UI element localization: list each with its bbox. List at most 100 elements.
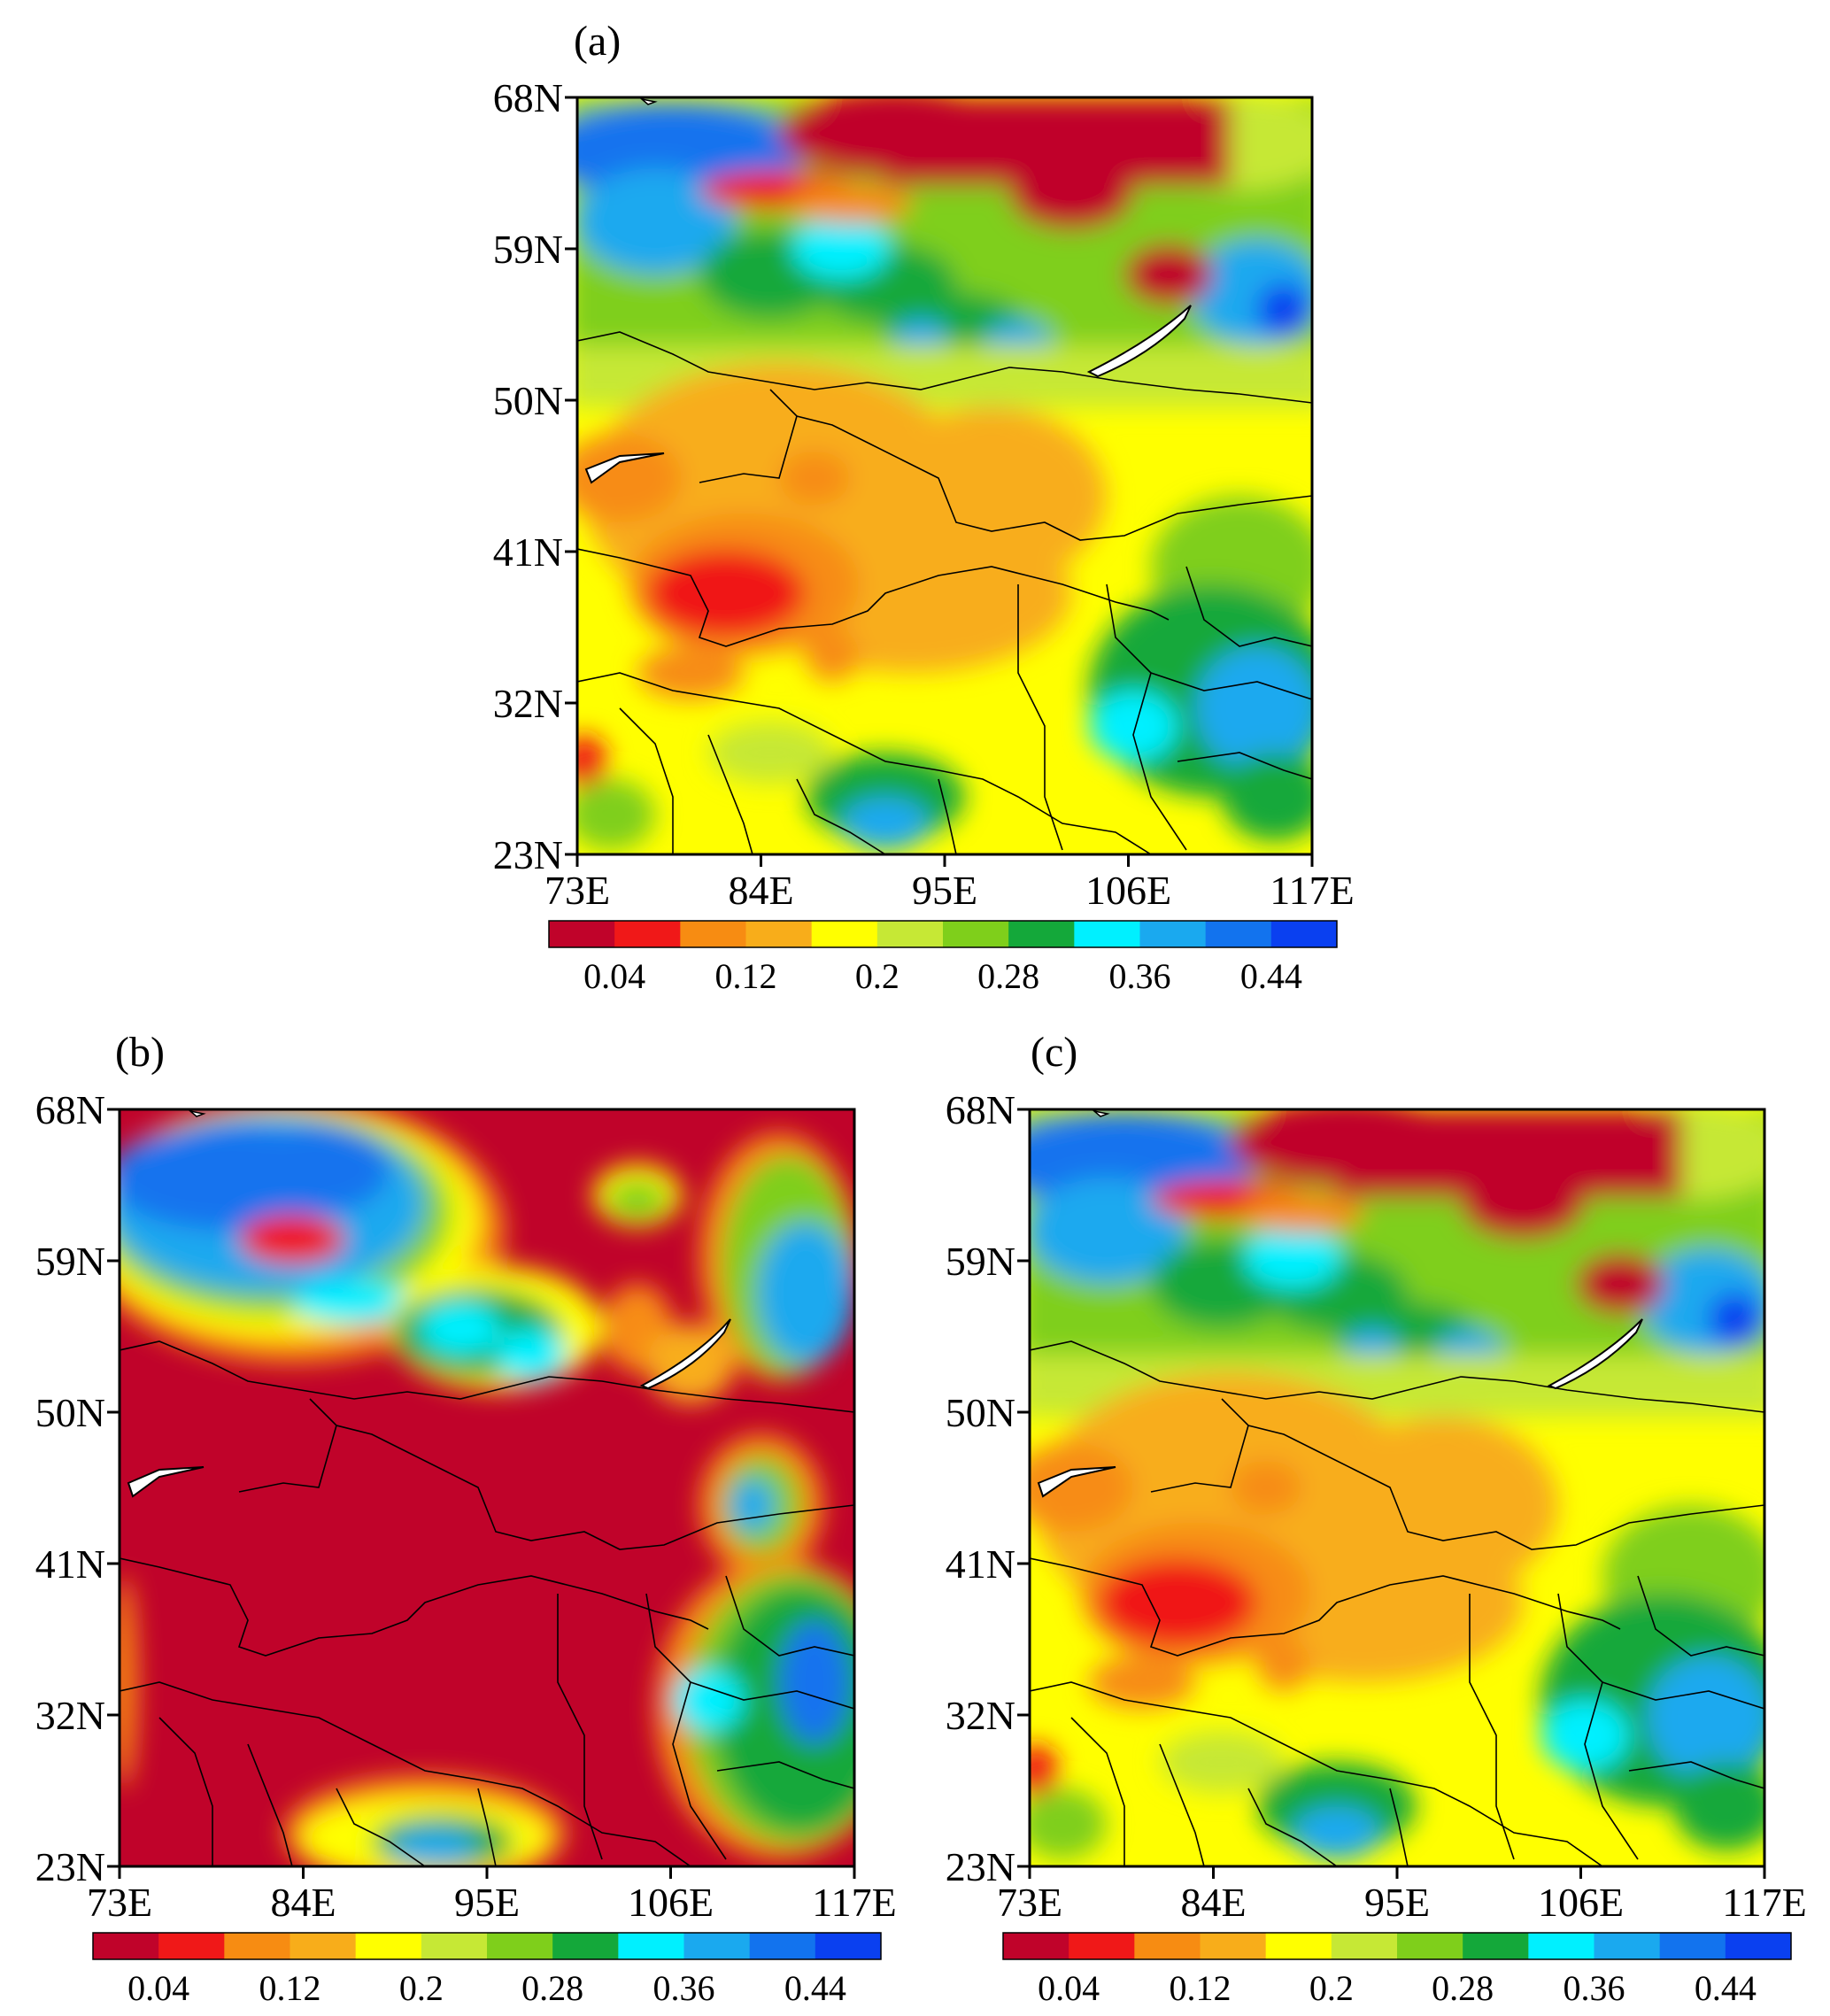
colorbar-swatch [1265, 1933, 1332, 1959]
x-tick-label: 84E [728, 868, 793, 913]
colorbar-swatch [876, 921, 944, 947]
borders [577, 331, 1312, 854]
colorbar-label: 0.44 [1240, 956, 1302, 996]
colorbar-label: 0.04 [127, 1968, 189, 2008]
panel-b-map [120, 1109, 854, 1866]
colorbar-swatch [815, 1933, 882, 1959]
colorbar-label: 0.04 [1038, 1968, 1100, 2008]
contour-field [577, 97, 1312, 850]
y-tick-label: 23N [493, 832, 563, 877]
x-tick-label: 95E [1364, 1880, 1430, 1925]
x-tick-label: 73E [997, 1880, 1062, 1925]
x-tick-label: 84E [270, 1880, 336, 1925]
colorbar-label: 0.36 [653, 1968, 715, 2008]
colorbar-swatch [224, 1933, 290, 1959]
colorbar-swatch [549, 921, 615, 947]
colorbar-label: 0.04 [583, 956, 645, 996]
y-tick-label: 59N [946, 1239, 1015, 1284]
y-tick-label: 32N [35, 1693, 105, 1738]
colorbar-swatch [1463, 1933, 1529, 1959]
y-tick-label: 32N [493, 681, 563, 726]
coastlines [127, 1109, 731, 1498]
colorbar-label: 0.28 [1432, 1968, 1494, 2008]
colorbar-label: 0.2 [399, 1968, 444, 2008]
x-tick-label: 95E [912, 868, 977, 913]
colorbar-swatch [1008, 921, 1075, 947]
colorbar-swatch [811, 921, 878, 947]
borders [120, 1340, 854, 1866]
colorbar-swatch [614, 921, 681, 947]
colorbar-swatch [683, 1933, 751, 1959]
x-tick-label: 117E [812, 1880, 896, 1925]
panel-c: (c) [946, 1029, 1807, 2008]
colorbar-swatch [1069, 1933, 1135, 1959]
x-tick-label: 73E [87, 1880, 152, 1925]
x-tick-label: 106E [628, 1880, 714, 1925]
colorbar-frame [548, 920, 1338, 948]
y-tick-label: 59N [35, 1239, 105, 1284]
y-tick-label: 50N [35, 1390, 105, 1435]
contour-field [120, 1109, 854, 1866]
y-tick-label: 68N [946, 1087, 1015, 1132]
colorbar-swatch [1397, 1933, 1463, 1959]
panel-b-colorbar: 0.04 0.12 0.2 0.28 0.36 0.44 [92, 1932, 882, 2008]
colorbar-frame [1002, 1932, 1792, 1960]
colorbar-swatch [1594, 1933, 1661, 1959]
colorbar-swatch [1074, 921, 1140, 947]
y-tick-label: 50N [946, 1390, 1015, 1435]
colorbar-swatch [1200, 1933, 1267, 1959]
panel-a-label: (a) [574, 18, 621, 65]
y-tick-label: 23N [35, 1844, 105, 1889]
colorbar-swatch [749, 1933, 816, 1959]
coastlines [1037, 1109, 1643, 1498]
y-tick-label: 68N [35, 1087, 105, 1132]
colorbar-swatch [1270, 921, 1338, 947]
x-tick-label: 84E [1180, 1880, 1246, 1925]
colorbar-swatch [618, 1933, 684, 1959]
colorbar-label: 0.12 [1170, 1968, 1232, 2008]
borders [1030, 1340, 1764, 1866]
x-tick-label: 95E [454, 1880, 520, 1925]
x-tick-label: 117E [1270, 868, 1354, 913]
y-tick-label: 32N [946, 1693, 1015, 1738]
panel-a-map [577, 97, 1312, 854]
y-tick-label: 68N [493, 75, 563, 120]
panel-b-label: (b) [115, 1029, 165, 1076]
colorbar-swatch [1331, 1933, 1398, 1959]
colorbar-swatch [943, 921, 1009, 947]
panel-a-colorbar: 0.04 0.12 0.2 0.28 0.36 0.44 [548, 920, 1338, 996]
colorbar-swatch [1205, 921, 1272, 947]
y-tick-label: 59N [493, 227, 563, 272]
x-tick-label: 106E [1085, 868, 1171, 913]
colorbar-swatch [421, 1933, 488, 1959]
colorbar-swatch [1139, 921, 1207, 947]
colorbar-swatch [487, 1933, 553, 1959]
colorbar-label: 0.44 [784, 1968, 846, 2008]
y-tick-label: 23N [946, 1844, 1015, 1889]
x-tick-label: 73E [544, 868, 610, 913]
colorbar-swatch [93, 1933, 159, 1959]
panel-a: (a) [493, 18, 1355, 996]
colorbar-label: 0.12 [715, 956, 777, 996]
colorbar-swatch [1134, 1933, 1201, 1959]
colorbar-swatch [1659, 1933, 1726, 1959]
y-tick-label: 41N [35, 1541, 105, 1587]
y-tick-label: 50N [493, 378, 563, 423]
coastlines [584, 97, 1192, 484]
colorbar-swatch [290, 1933, 357, 1959]
y-tick-label: 41N [493, 529, 563, 575]
panel-c-map [1030, 1109, 1764, 1866]
colorbar-label: 0.44 [1695, 1968, 1757, 2008]
colorbar-label: 0.2 [1309, 1968, 1354, 2008]
colorbar-frame [92, 1932, 882, 1960]
y-tick-label: 41N [946, 1541, 1015, 1587]
panel-c-label: (c) [1031, 1029, 1077, 1076]
colorbar-swatch [1003, 1933, 1069, 1959]
colorbar-label: 0.28 [977, 956, 1039, 996]
colorbar-label: 0.36 [1109, 956, 1171, 996]
colorbar-label: 0.12 [259, 1968, 321, 2008]
